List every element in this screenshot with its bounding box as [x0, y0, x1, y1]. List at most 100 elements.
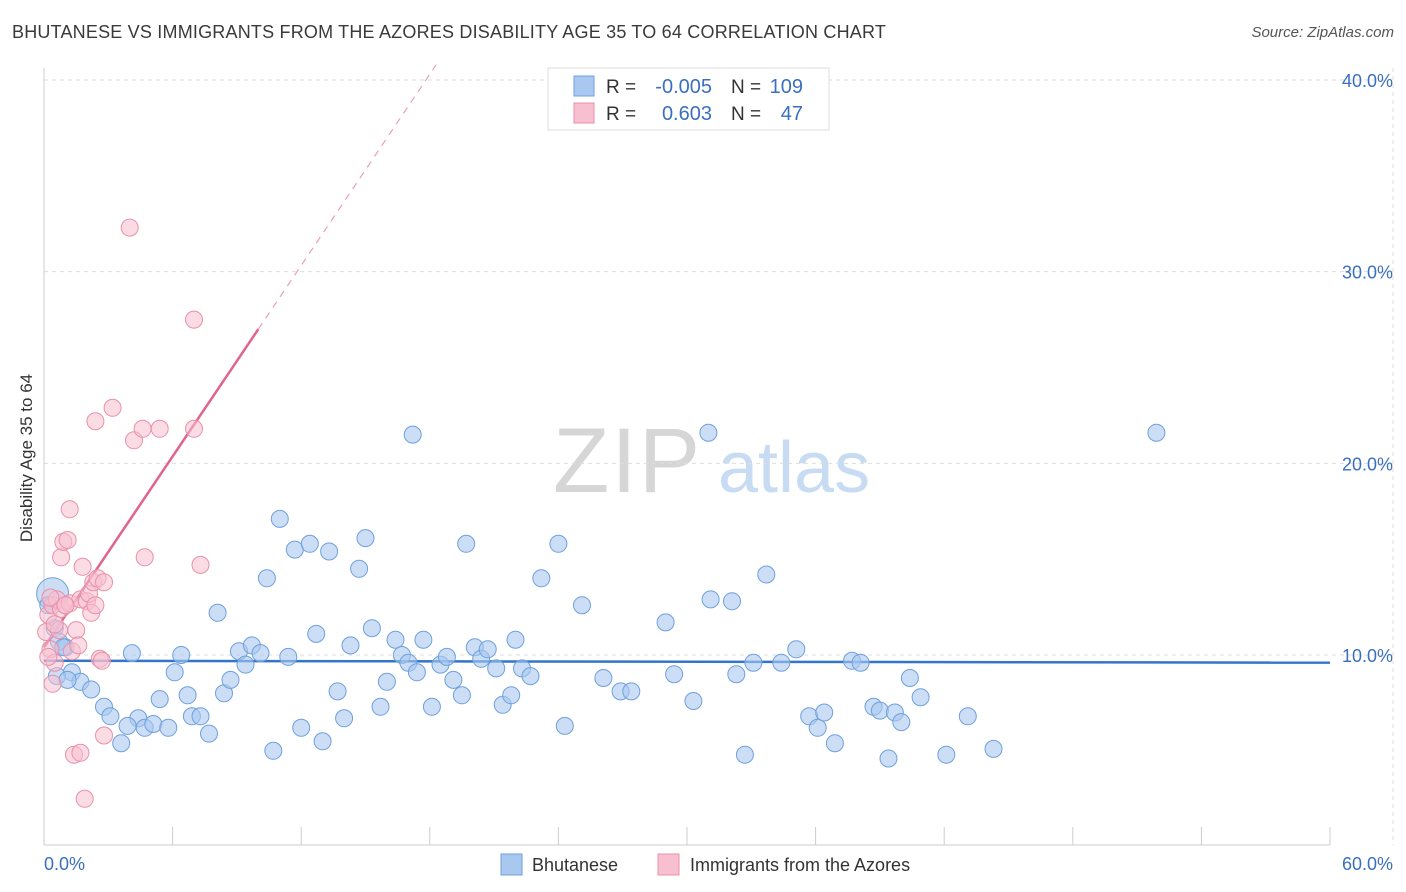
azores-point: [56, 596, 75, 615]
bottom-legend-label-bhutanese: Bhutanese: [532, 855, 618, 875]
azores-point: [185, 419, 203, 438]
azores-point: [150, 419, 169, 438]
azores-point: [120, 218, 139, 237]
bhutanese-point: [555, 716, 574, 735]
azores-point: [191, 555, 210, 574]
bhutanese-point: [444, 670, 463, 689]
bhutanese-point: [377, 672, 396, 691]
bottom-legend-swatch-azores: [657, 853, 680, 876]
bhutanese-point: [487, 659, 506, 678]
bhutanese-point: [723, 592, 741, 611]
legend-r-value-1: -0.005: [655, 76, 712, 98]
x-tick-label-min: 0.0%: [44, 854, 85, 874]
bhutanese-point: [422, 697, 441, 716]
bhutanese-point: [144, 715, 163, 733]
azores-trend-extension: [257, 64, 437, 330]
bhutanese-point: [356, 529, 375, 548]
chart-source: Source: ZipAtlas.com: [1251, 24, 1394, 41]
bhutanese-point: [200, 724, 218, 743]
bhutanese-point: [622, 682, 641, 701]
x-tick-label-max: 60.0%: [1342, 854, 1393, 874]
azores-point: [60, 500, 79, 519]
azores-point: [45, 615, 64, 634]
bhutanese-point: [172, 646, 191, 664]
bhutanese-point: [757, 565, 776, 584]
bhutanese-point: [573, 596, 591, 615]
azores-point: [69, 636, 88, 655]
correlation-legend: R = -0.005 N = 109 R = 0.603 N = 47: [547, 67, 830, 131]
bhutanese-point: [478, 640, 497, 659]
bhutanese-point: [656, 613, 675, 632]
bhutanese-point: [407, 663, 426, 682]
bhutanese-point: [279, 647, 298, 666]
y-tick-label-1: 20.0%: [1342, 454, 1393, 474]
bhutanese-point: [879, 749, 898, 768]
y-tick-label-3: 40.0%: [1342, 71, 1393, 91]
bhutanese-point: [699, 423, 718, 442]
chart-title: BHUTANESE VS IMMIGRANTS FROM THE AZORES …: [12, 22, 887, 42]
bhutanese-point: [457, 534, 476, 553]
bhutanese-point: [178, 686, 197, 705]
legend-r-label-2: R =: [606, 104, 636, 125]
bhutanese-point: [307, 624, 326, 643]
bhutanese-point: [328, 682, 347, 701]
bhutanese-point: [335, 709, 354, 728]
bhutanese-point: [386, 630, 405, 649]
bhutanese-point: [727, 665, 746, 684]
legend-box: [547, 67, 830, 131]
azores-point: [39, 647, 58, 666]
bhutanese-point: [122, 644, 141, 663]
bhutanese-point: [506, 630, 525, 649]
y-tick-label-2: 30.0%: [1342, 263, 1393, 283]
series-legend: Bhutanese Immigrants from the Azores: [500, 853, 910, 876]
azores-point: [95, 573, 113, 592]
bottom-legend-swatch-bhutanese: [500, 853, 523, 876]
legend-r-label-1: R =: [606, 77, 636, 98]
watermark-zip: ZIP: [553, 410, 702, 512]
bhutanese-point: [403, 425, 422, 444]
bhutanese-point: [892, 713, 911, 732]
bhutanese-point: [82, 680, 101, 699]
azores-point: [71, 743, 90, 762]
bhutanese-point: [870, 701, 889, 720]
bhutanese-point: [150, 690, 169, 709]
azores-point: [52, 548, 71, 567]
azores-point: [41, 588, 60, 607]
bhutanese-point: [350, 559, 369, 578]
bhutanese-point: [452, 686, 471, 705]
bhutanese-point: [101, 707, 120, 726]
bhutanese-point: [900, 669, 919, 687]
bhutanese-point: [594, 669, 613, 687]
azores-point: [135, 548, 154, 567]
azores-point: [73, 557, 92, 576]
bhutanese-point: [825, 734, 844, 753]
bhutanese-point: [208, 603, 227, 622]
trend-lines: [42, 64, 1331, 664]
bhutanese-point: [58, 670, 77, 689]
bhutanese-point: [684, 692, 703, 710]
bhutanese-point: [341, 636, 360, 655]
bhutanese-point: [159, 718, 178, 737]
y-tick-label-0: 10.0%: [1342, 646, 1393, 666]
bhutanese-point: [937, 745, 956, 764]
bhutanese-point: [772, 653, 791, 672]
bhutanese-point: [787, 640, 806, 659]
legend-swatch-azores: [573, 102, 595, 124]
bhutanese-point: [808, 718, 827, 737]
bhutanese-point: [257, 569, 276, 588]
bhutanese-point: [851, 653, 870, 672]
bhutanese-point: [815, 703, 834, 722]
azores-point: [58, 531, 77, 549]
azores-point: [75, 789, 94, 808]
bhutanese-point: [532, 569, 551, 588]
azores-point: [133, 419, 152, 438]
bhutanese-point: [437, 647, 456, 666]
bhutanese-point: [362, 619, 381, 638]
bhutanese-point: [414, 630, 433, 649]
legend-n-value-2: 47: [781, 103, 803, 125]
bhutanese-point: [549, 534, 568, 553]
bhutanese-point: [744, 653, 763, 672]
legend-n-label-2: N =: [731, 104, 761, 125]
